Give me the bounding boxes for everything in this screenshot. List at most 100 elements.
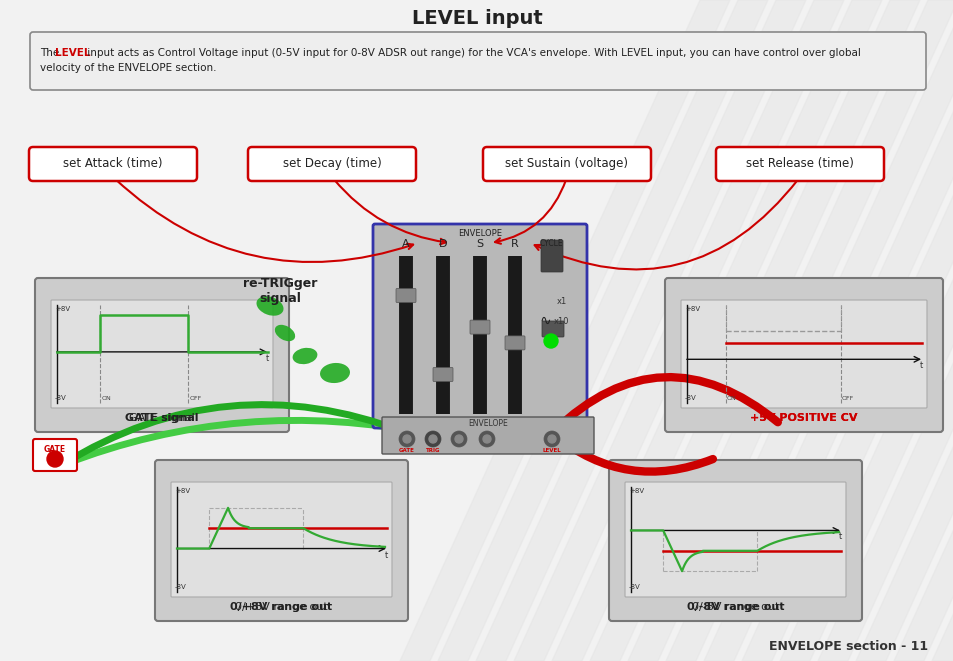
Text: 0/-8V range out: 0/-8V range out [686, 602, 783, 612]
Text: D: D [438, 239, 447, 249]
Text: x10: x10 [554, 317, 569, 325]
Circle shape [47, 451, 63, 467]
FancyBboxPatch shape [29, 147, 196, 181]
FancyBboxPatch shape [51, 300, 273, 408]
FancyBboxPatch shape [541, 321, 563, 337]
Circle shape [429, 435, 436, 443]
Circle shape [455, 435, 462, 443]
Circle shape [478, 431, 495, 447]
FancyBboxPatch shape [35, 278, 289, 432]
Text: set Release (time): set Release (time) [745, 157, 853, 171]
FancyBboxPatch shape [381, 417, 594, 454]
Polygon shape [703, 0, 953, 661]
Text: re-TRIGger
signal: re-TRIGger signal [243, 277, 316, 305]
Text: ON: ON [726, 396, 736, 401]
Text: A: A [402, 239, 410, 249]
FancyBboxPatch shape [664, 278, 942, 432]
Polygon shape [552, 0, 882, 661]
FancyBboxPatch shape [433, 368, 453, 381]
FancyBboxPatch shape [540, 240, 562, 272]
Text: input acts as Control Voltage input (0-5V input for 0-8V ADSR out range) for the: input acts as Control Voltage input (0-5… [84, 48, 860, 58]
Text: 0/+8V range out: 0/+8V range out [234, 602, 328, 612]
Text: t: t [384, 551, 388, 560]
Circle shape [402, 435, 411, 443]
Circle shape [398, 431, 415, 447]
Text: -8V: -8V [684, 395, 696, 401]
Circle shape [451, 431, 467, 447]
Text: ENVELOPE: ENVELOPE [468, 420, 507, 428]
Polygon shape [399, 0, 729, 661]
Text: OFF: OFF [841, 396, 853, 401]
Text: LEVEL input: LEVEL input [411, 9, 542, 28]
Text: +8V: +8V [174, 488, 190, 494]
FancyBboxPatch shape [504, 336, 524, 350]
Text: S: S [476, 239, 483, 249]
Text: +5V POSITIVE CV: +5V POSITIVE CV [749, 413, 857, 423]
Text: ∿: ∿ [538, 314, 550, 328]
Text: GATE: GATE [398, 447, 415, 453]
FancyBboxPatch shape [33, 439, 77, 471]
Circle shape [424, 431, 440, 447]
Text: 0/+8V range out: 0/+8V range out [231, 602, 333, 612]
Polygon shape [741, 0, 953, 661]
FancyBboxPatch shape [470, 320, 490, 334]
Text: LEVEL: LEVEL [542, 447, 560, 453]
Text: t: t [919, 362, 923, 370]
Text: OFF: OFF [190, 396, 201, 401]
Text: set Attack (time): set Attack (time) [63, 157, 163, 171]
Polygon shape [437, 0, 767, 661]
FancyBboxPatch shape [248, 147, 416, 181]
Text: ENVELOPE: ENVELOPE [457, 229, 501, 237]
Ellipse shape [274, 325, 294, 341]
Ellipse shape [293, 348, 317, 364]
Polygon shape [893, 0, 953, 661]
FancyBboxPatch shape [30, 32, 925, 90]
Text: +8V: +8V [55, 306, 71, 312]
Text: +5V POSITIVE CV: +5V POSITIVE CV [749, 413, 857, 423]
Text: -8V: -8V [628, 584, 640, 590]
Ellipse shape [256, 296, 283, 316]
Polygon shape [665, 0, 953, 661]
FancyBboxPatch shape [680, 300, 926, 408]
Text: 0/-8V range out: 0/-8V range out [691, 602, 779, 612]
FancyBboxPatch shape [395, 288, 416, 303]
Text: x1: x1 [557, 297, 566, 305]
Text: GATE: GATE [44, 444, 66, 453]
Text: velocity of the ENVELOPE section.: velocity of the ENVELOPE section. [40, 63, 216, 73]
Text: LEVEL: LEVEL [55, 48, 91, 58]
Text: t: t [838, 533, 841, 541]
Text: -8V: -8V [174, 584, 187, 590]
FancyBboxPatch shape [624, 482, 845, 597]
Polygon shape [514, 0, 843, 661]
Polygon shape [589, 0, 919, 661]
FancyBboxPatch shape [608, 460, 862, 621]
Polygon shape [780, 0, 953, 661]
Circle shape [482, 435, 491, 443]
Ellipse shape [319, 363, 350, 383]
FancyBboxPatch shape [171, 482, 392, 597]
FancyBboxPatch shape [373, 224, 586, 428]
Text: -8V: -8V [55, 395, 67, 401]
FancyBboxPatch shape [154, 460, 408, 621]
FancyBboxPatch shape [716, 147, 883, 181]
Circle shape [543, 334, 558, 348]
Text: +8V: +8V [628, 488, 643, 494]
Circle shape [547, 435, 556, 443]
Polygon shape [476, 0, 805, 661]
FancyBboxPatch shape [482, 147, 650, 181]
Text: +8V: +8V [684, 306, 700, 312]
Text: ENVELOPE section - 11: ENVELOPE section - 11 [768, 639, 927, 652]
Text: set Sustain (voltage): set Sustain (voltage) [505, 157, 628, 171]
Polygon shape [855, 0, 953, 661]
Text: t: t [266, 354, 269, 363]
Polygon shape [817, 0, 953, 661]
Text: set Decay (time): set Decay (time) [282, 157, 381, 171]
Polygon shape [931, 0, 953, 661]
Text: R: R [511, 239, 518, 249]
Text: CYCLE: CYCLE [538, 239, 562, 249]
Circle shape [543, 431, 559, 447]
Text: GATE signal: GATE signal [129, 413, 194, 423]
Text: The: The [40, 48, 63, 58]
Text: TRIG: TRIG [425, 447, 439, 453]
Polygon shape [627, 0, 953, 661]
